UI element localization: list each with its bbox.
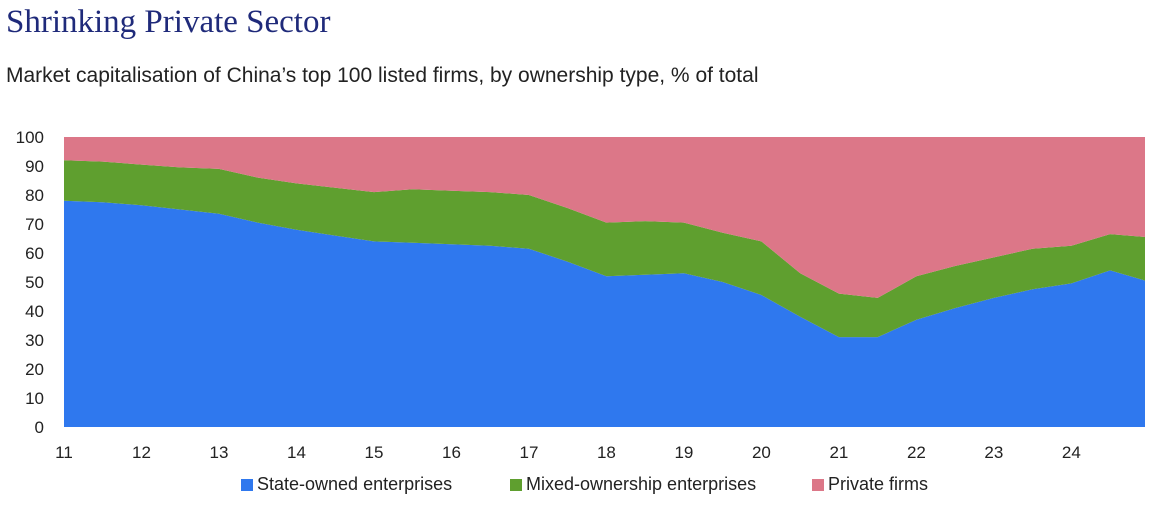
y-tick-label: 30 xyxy=(25,331,44,350)
x-tick-label: 19 xyxy=(674,443,693,462)
area-state-owned xyxy=(64,200,1145,427)
x-tick-label: 21 xyxy=(829,443,848,462)
y-tick-label: 70 xyxy=(25,215,44,234)
legend-label-state-owned: State-owned enterprises xyxy=(257,474,453,494)
y-tick-label: 10 xyxy=(25,389,44,408)
chart-title: Shrinking Private Sector xyxy=(6,4,331,40)
x-tick-label: 23 xyxy=(984,443,1003,462)
x-tick-label: 14 xyxy=(287,443,306,462)
x-tick-label: 11 xyxy=(55,443,73,462)
y-tick-label: 80 xyxy=(25,186,44,205)
x-axis: 11 12 13 14 15 16 17 18 19 20 21 22 23 24 xyxy=(55,443,1081,462)
area-private-firms xyxy=(64,137,1145,298)
legend-swatch-private-firms xyxy=(812,478,824,491)
x-tick-label: 24 xyxy=(1062,443,1081,462)
x-tick-label: 18 xyxy=(597,443,616,462)
y-tick-label: 90 xyxy=(25,157,44,176)
y-axis: 0 10 20 30 40 50 60 70 80 90 100 xyxy=(16,128,44,437)
legend-item-mixed-ownership: Mixed-ownership enterprises xyxy=(510,474,756,495)
x-tick-label: 16 xyxy=(442,443,461,462)
y-tick-label: 40 xyxy=(25,302,44,321)
area-mixed-ownership xyxy=(64,160,1145,338)
y-tick-label: 0 xyxy=(35,418,44,437)
y-tick-label: 50 xyxy=(25,273,44,292)
legend-swatch-state-owned xyxy=(241,478,253,491)
x-tick-label: 20 xyxy=(752,443,771,462)
y-tick-label: 100 xyxy=(16,128,44,147)
legend-swatch-mixed-ownership xyxy=(510,478,522,491)
x-tick-label: 12 xyxy=(132,443,151,462)
area-layer xyxy=(64,137,1145,427)
legend-label-private-firms: Private firms xyxy=(828,474,929,494)
chart-subtitle: Market capitalisation of China’s top 100… xyxy=(6,64,759,87)
y-tick-label: 20 xyxy=(25,360,44,379)
y-tick-label: 60 xyxy=(25,244,44,263)
x-tick-label: 15 xyxy=(365,443,384,462)
x-tick-label: 17 xyxy=(519,443,538,462)
legend: State-owned enterprises Mixed-ownership … xyxy=(0,474,1170,498)
legend-item-private-firms: Private firms xyxy=(812,474,928,495)
legend-item-state-owned: State-owned enterprises xyxy=(241,474,452,495)
x-tick-label: 22 xyxy=(907,443,926,462)
legend-label-mixed-ownership: Mixed-ownership enterprises xyxy=(526,474,757,494)
x-tick-label: 13 xyxy=(210,443,229,462)
